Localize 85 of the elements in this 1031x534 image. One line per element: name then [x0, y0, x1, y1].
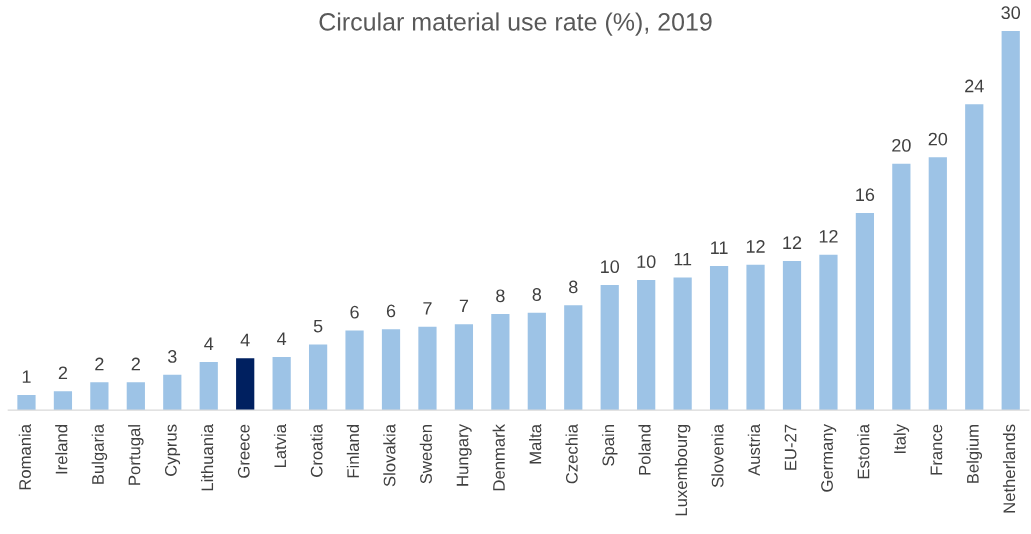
- data-label: 10: [637, 255, 656, 269]
- data-label: 24: [965, 79, 984, 93]
- x-tick-label: Finland: [346, 425, 360, 478]
- data-label: 12: [819, 229, 838, 243]
- x-tick-label: Netherlands: [1002, 424, 1016, 513]
- data-label: 8: [496, 289, 505, 303]
- x-tick-label: Spain: [601, 425, 618, 466]
- x-tick-label: Italy: [893, 424, 910, 454]
- x-tick-label: Austria: [747, 424, 761, 476]
- x-tick-label: Estonia: [857, 424, 870, 479]
- x-tick-label: Bulgaria: [91, 424, 108, 484]
- data-label: 12: [746, 240, 765, 253]
- bar: [345, 330, 364, 411]
- data-label: 5: [313, 319, 323, 333]
- bar: [564, 305, 583, 411]
- data-label: 20: [892, 138, 911, 152]
- bar: [600, 285, 619, 411]
- x-tick-label: Portugal: [128, 425, 144, 485]
- bar: [709, 266, 729, 411]
- data-label: 20: [928, 132, 948, 146]
- data-label: 1: [22, 370, 31, 383]
- x-tick-label: France: [930, 424, 943, 475]
- x-tick-label: Ireland: [55, 425, 68, 474]
- bar: [746, 264, 765, 411]
- bar: [17, 394, 36, 411]
- bar: [637, 279, 656, 411]
- chart-title: Circular material use rate (%), 2019: [319, 12, 712, 36]
- data-label: 4: [240, 333, 250, 347]
- x-tick-label: Cyprus: [164, 424, 181, 476]
- x-tick-label: Hungary: [456, 424, 472, 486]
- x-tick-label: Croatia: [310, 424, 323, 477]
- x-tick-label: Lithuania: [200, 424, 214, 491]
- bar: [855, 212, 875, 411]
- x-tick-label: Germany: [821, 424, 837, 492]
- x-tick-label: Sweden: [419, 425, 432, 484]
- data-label: 3: [167, 350, 177, 363]
- data-label: 2: [58, 366, 68, 380]
- data-label: 16: [856, 188, 875, 202]
- x-tick-label: Romania: [18, 424, 31, 490]
- x-tick-label: Malta: [529, 424, 542, 464]
- data-label: 8: [569, 280, 578, 294]
- data-label: 6: [350, 305, 359, 319]
- bar: [965, 104, 984, 411]
- bar: [418, 326, 437, 411]
- x-tick-label: Belgium: [966, 425, 983, 483]
- data-label: 8: [532, 288, 542, 301]
- bar: [1001, 30, 1020, 411]
- bar: [199, 362, 218, 411]
- bar: [272, 357, 291, 411]
- data-label: 11: [674, 252, 692, 266]
- bar: [782, 260, 802, 411]
- bar: [53, 391, 73, 411]
- data-label: 11: [711, 241, 728, 254]
- data-label: 6: [386, 304, 396, 318]
- data-label: 2: [131, 357, 140, 371]
- x-tick-label: Slovenia: [711, 424, 724, 488]
- bar: [381, 329, 401, 411]
- bar: [90, 382, 109, 411]
- bar: [163, 374, 182, 411]
- bar: [454, 324, 474, 411]
- x-tick-label: EU-27: [784, 424, 797, 470]
- bar: [491, 314, 510, 411]
- x-tick-label: Poland: [638, 425, 651, 475]
- bar: [928, 157, 947, 411]
- data-label: 30: [1001, 6, 1021, 20]
- x-tick-label: Latvia: [273, 424, 287, 468]
- data-label: 2: [95, 357, 104, 371]
- x-tick-label: Slovakia: [383, 424, 396, 487]
- data-label: 4: [204, 337, 214, 351]
- data-label: 4: [277, 332, 287, 345]
- bar: [308, 344, 328, 411]
- data-label: 12: [783, 236, 802, 249]
- bar: [527, 312, 546, 411]
- bar: [126, 382, 145, 411]
- bar: [819, 254, 838, 411]
- data-label: 10: [601, 260, 620, 274]
- data-label: 7: [459, 299, 469, 313]
- bar: [673, 277, 692, 411]
- bar: [236, 358, 255, 411]
- x-tick-label: Czechia: [565, 424, 578, 484]
- x-tick-label: Luxembourg: [674, 425, 691, 516]
- bar: [892, 163, 911, 411]
- x-tick-label: Greece: [237, 424, 250, 478]
- x-tick-label: Denmark: [492, 423, 505, 491]
- data-label: 7: [423, 302, 432, 315]
